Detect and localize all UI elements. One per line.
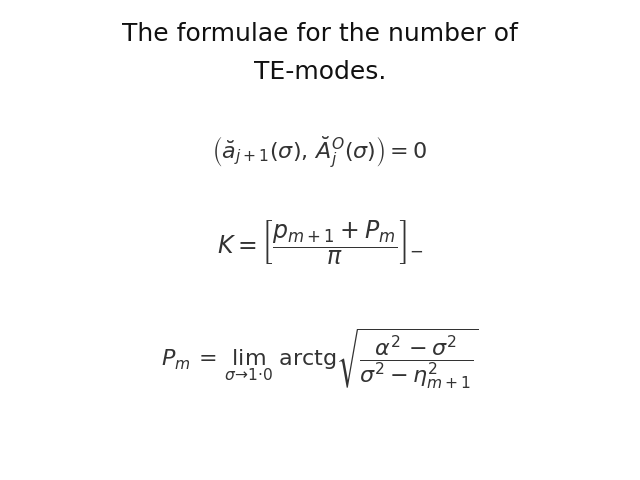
Text: The formulae for the number of: The formulae for the number of xyxy=(122,22,518,46)
Text: TE-modes.: TE-modes. xyxy=(254,60,386,84)
Text: $P_{m} \,=\, \lim_{\sigma \to 1{\cdot}0}\;\mathrm{arctg}\sqrt{\dfrac{\alpha^{2}-: $P_{m} \,=\, \lim_{\sigma \to 1{\cdot}0}… xyxy=(161,326,479,391)
Text: $\left(\breve{a}_{j+1}(\sigma),\,\breve{A}^{O}_{j}(\sigma)\right)= 0$: $\left(\breve{a}_{j+1}(\sigma),\,\breve{… xyxy=(212,134,428,170)
Text: $K = \left[\dfrac{p_{m+1} + P_{m}}{\pi}\right]_{-}$: $K = \left[\dfrac{p_{m+1} + P_{m}}{\pi}\… xyxy=(217,218,423,267)
